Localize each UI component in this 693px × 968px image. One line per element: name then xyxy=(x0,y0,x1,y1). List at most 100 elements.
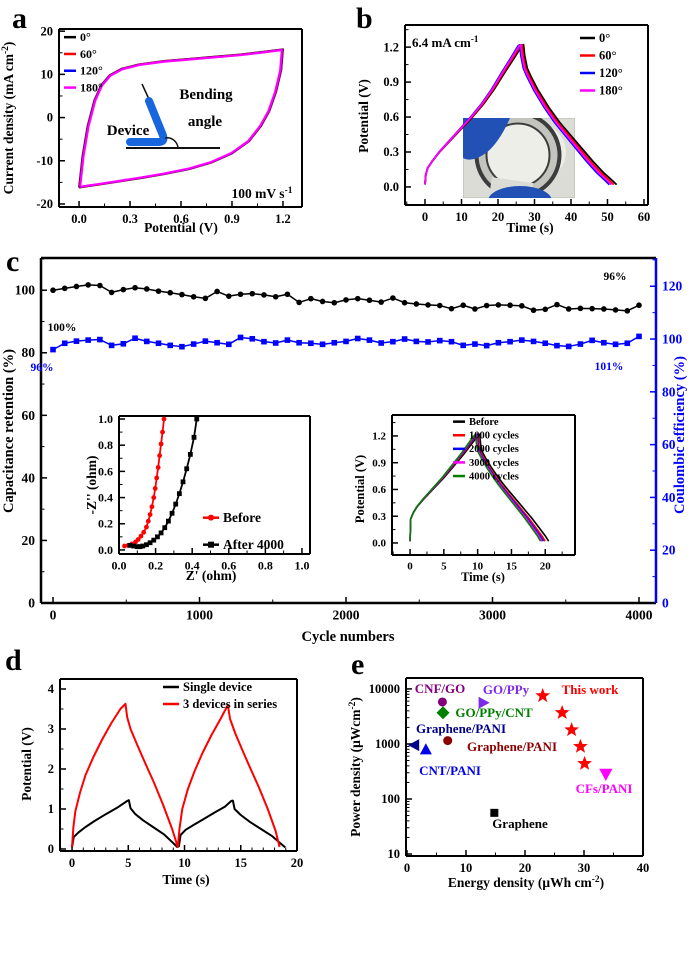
svg-text:120: 120 xyxy=(662,279,683,294)
svg-text:-Z'' (ohm): -Z'' (ohm) xyxy=(84,456,99,515)
svg-text:0.4: 0.4 xyxy=(185,558,200,572)
svg-text:0.6: 0.6 xyxy=(372,484,386,496)
svg-text:0.6: 0.6 xyxy=(173,212,189,226)
svg-text:96%: 96% xyxy=(604,271,627,283)
svg-text:This work: This work xyxy=(562,682,619,697)
svg-text:CNF/GO: CNF/GO xyxy=(415,681,466,696)
svg-text:Graphene: Graphene xyxy=(492,816,548,831)
svg-text:Z' (ohm): Z' (ohm) xyxy=(186,568,237,583)
svg-text:Coulombic efficiency (%): Coulombic efficiency (%) xyxy=(672,356,688,514)
svg-text:20: 20 xyxy=(540,561,552,573)
svg-text:10: 10 xyxy=(472,561,484,573)
svg-text:10: 10 xyxy=(460,861,473,875)
gcd-cycles-inset-chart: 0 5 10 15 20 0.0 0.3 0.6 0.9 1.2 Time (s) Potential… xyxy=(353,414,576,584)
svg-text:3 devices in series: 3 devices in series xyxy=(183,697,277,711)
nyquist-inset-chart: 0.0 0.2 0.4 0.6 0.8 1.0 0.0 0.2 0.4 0.6 0.8 1.0 Z' (… xyxy=(84,412,311,583)
svg-text:GO/PPy/CNT: GO/PPy/CNT xyxy=(455,705,533,720)
svg-text:60: 60 xyxy=(22,408,36,423)
svg-text:4: 4 xyxy=(48,682,55,696)
svg-text:20: 20 xyxy=(519,861,532,875)
svg-text:Power density (μWcm-2): Power density (μWcm-2) xyxy=(348,697,363,837)
svg-text:0.9: 0.9 xyxy=(383,75,399,89)
svg-text:5: 5 xyxy=(441,561,447,573)
svg-text:Time (s): Time (s) xyxy=(162,872,209,887)
svg-text:15: 15 xyxy=(235,856,248,870)
svg-text:1.2: 1.2 xyxy=(372,431,386,443)
svg-text:After 4000: After 4000 xyxy=(223,537,284,552)
svg-text:0.6: 0.6 xyxy=(98,464,113,478)
svg-text:0: 0 xyxy=(407,561,413,573)
svg-text:0: 0 xyxy=(404,861,410,875)
svg-text:-10: -10 xyxy=(36,154,53,168)
svg-text:40: 40 xyxy=(22,470,36,485)
cycling-stability-chart: 0 1000 2000 3000 400002040608010002040608010… xyxy=(1,256,688,645)
svg-text:6.4 mA cm-1: 6.4 mA cm-1 xyxy=(412,34,479,50)
series-devices-chart: 0 5 10 15 20 0 1 2 3 4 Time (s) Potential (V) Single… xyxy=(19,678,303,887)
svg-text:0: 0 xyxy=(69,856,75,870)
svg-text:100 mV s-1: 100 mV s-1 xyxy=(232,186,293,201)
panel-b-label: b xyxy=(356,2,373,35)
panel-c-label: c xyxy=(6,245,20,278)
svg-text:10: 10 xyxy=(455,210,468,224)
svg-text:3: 3 xyxy=(48,722,54,736)
svg-text:0: 0 xyxy=(47,111,53,125)
svg-text:0.0: 0.0 xyxy=(71,212,87,226)
svg-text:10: 10 xyxy=(178,856,191,870)
svg-text:GO/PPy: GO/PPy xyxy=(483,682,530,697)
svg-text:Time (s): Time (s) xyxy=(506,220,553,235)
svg-text:180°: 180° xyxy=(80,80,103,94)
svg-text:1000: 1000 xyxy=(186,608,213,623)
svg-text:80: 80 xyxy=(22,345,36,360)
svg-text:101%: 101% xyxy=(595,361,624,373)
svg-text:Before: Before xyxy=(469,417,499,428)
svg-text:4000 cycles: 4000 cycles xyxy=(469,471,519,482)
svg-text:0.9: 0.9 xyxy=(372,457,386,469)
svg-text:60°: 60° xyxy=(80,47,97,61)
svg-text:0.0: 0.0 xyxy=(383,180,399,194)
svg-text:Time (s): Time (s) xyxy=(461,570,505,584)
svg-text:4000: 4000 xyxy=(626,608,653,623)
svg-text:50: 50 xyxy=(601,210,614,224)
svg-text:0: 0 xyxy=(48,842,54,856)
svg-text:0: 0 xyxy=(28,595,35,610)
svg-text:0: 0 xyxy=(662,595,669,610)
panel-a-label: a xyxy=(12,2,27,35)
svg-text:Before: Before xyxy=(223,510,261,525)
svg-text:1.2: 1.2 xyxy=(383,40,399,54)
svg-text:Cycle numbers: Cycle numbers xyxy=(301,629,394,645)
svg-text:100%: 100% xyxy=(48,322,77,334)
svg-text:2: 2 xyxy=(48,762,54,776)
svg-text:0.8: 0.8 xyxy=(98,438,113,452)
svg-text:120°: 120° xyxy=(80,64,103,78)
svg-text:0.6: 0.6 xyxy=(221,558,236,572)
svg-text:0.3: 0.3 xyxy=(372,511,386,523)
svg-text:2000: 2000 xyxy=(333,608,360,623)
svg-text:60: 60 xyxy=(638,210,651,224)
svg-text:30: 30 xyxy=(528,210,541,224)
svg-text:96%: 96% xyxy=(31,362,54,374)
svg-text:1.2: 1.2 xyxy=(275,212,291,226)
svg-text:1.0: 1.0 xyxy=(294,558,309,572)
svg-text:Potential (V): Potential (V) xyxy=(144,220,218,235)
svg-text:60: 60 xyxy=(662,437,676,452)
svg-text:1: 1 xyxy=(48,802,54,816)
svg-text:0.0: 0.0 xyxy=(372,538,386,550)
svg-text:Device: Device xyxy=(107,123,150,139)
svg-text:0.2: 0.2 xyxy=(98,517,113,531)
panel-d-label: d xyxy=(5,644,22,677)
svg-text:20: 20 xyxy=(662,543,676,558)
svg-text:Current density (mA cm-2): Current density (mA cm-2) xyxy=(1,42,16,195)
svg-text:Graphene/PANI: Graphene/PANI xyxy=(467,739,557,754)
panel-e-label: e xyxy=(351,648,365,681)
svg-text:0.0: 0.0 xyxy=(112,558,127,572)
svg-text:0.3: 0.3 xyxy=(122,212,138,226)
svg-text:Graphene/PANI: Graphene/PANI xyxy=(416,721,506,736)
svg-text:10000: 10000 xyxy=(369,682,400,696)
svg-text:80: 80 xyxy=(662,384,676,399)
svg-text:Capacitance retention (%): Capacitance retention (%) xyxy=(1,349,17,513)
svg-text:180°: 180° xyxy=(599,84,623,98)
svg-text:Potential (V): Potential (V) xyxy=(19,727,34,801)
svg-text:0.0: 0.0 xyxy=(98,543,113,557)
svg-text:20: 20 xyxy=(492,210,505,224)
